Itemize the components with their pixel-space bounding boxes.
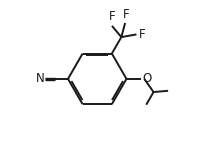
Text: F: F xyxy=(123,8,130,21)
Text: O: O xyxy=(142,72,151,85)
Text: F: F xyxy=(109,10,115,23)
Text: N: N xyxy=(36,72,45,85)
Text: F: F xyxy=(139,28,146,41)
